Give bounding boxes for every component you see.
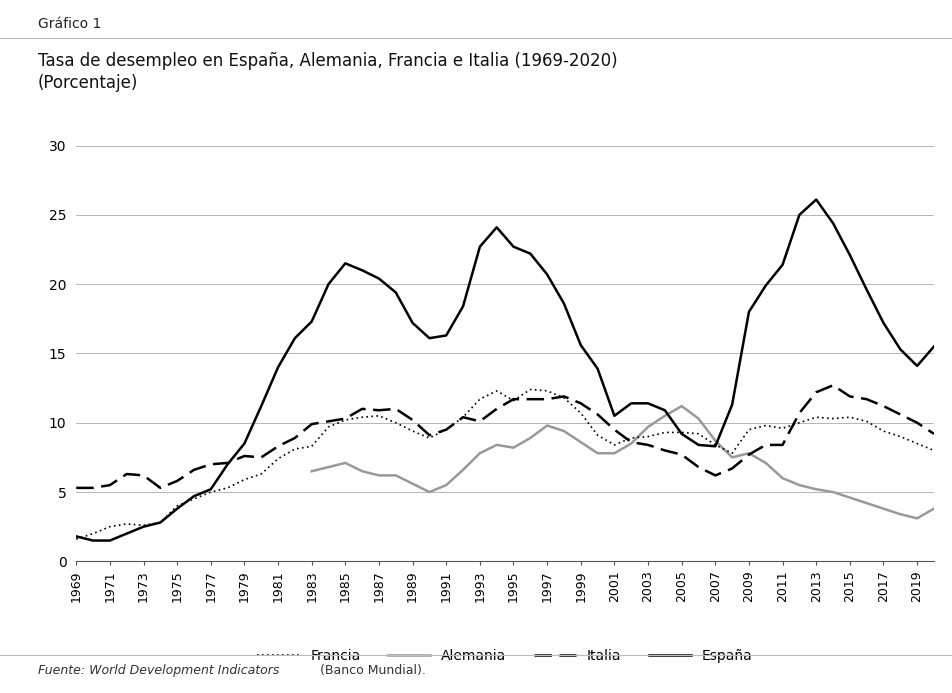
Text: Tasa de desempleo en España, Alemania, Francia e Italia (1969-2020): Tasa de desempleo en España, Alemania, F… — [38, 52, 617, 70]
Text: (Porcentaje): (Porcentaje) — [38, 74, 138, 92]
Legend: Francia, Alemania, Italia, España: Francia, Alemania, Italia, España — [251, 643, 758, 668]
Text: (Banco Mundial).: (Banco Mundial). — [316, 664, 426, 677]
Text: Gráfico 1: Gráfico 1 — [38, 17, 102, 31]
Text: Fuente: World Development Indicators: Fuente: World Development Indicators — [38, 664, 279, 677]
